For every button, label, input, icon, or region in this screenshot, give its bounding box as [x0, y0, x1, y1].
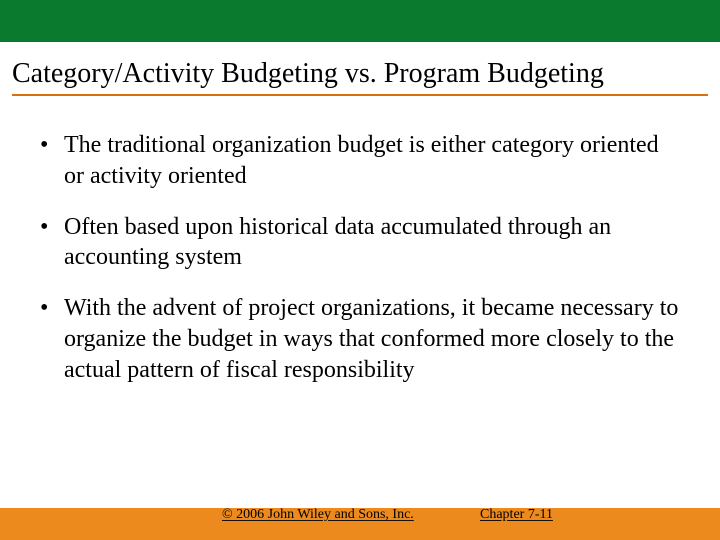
bullet-list: The traditional organization budget is e…	[36, 130, 684, 385]
copyright-text: © 2006 John Wiley and Sons, Inc.	[222, 508, 414, 522]
bullet-item: With the advent of project organizations…	[36, 293, 684, 385]
top-color-bar	[0, 0, 720, 42]
content-area: The traditional organization budget is e…	[0, 102, 720, 508]
bullet-item: The traditional organization budget is e…	[36, 130, 684, 191]
slide-title: Category/Activity Budgeting vs. Program …	[12, 58, 708, 90]
chapter-text: Chapter 7-11	[480, 508, 553, 522]
title-underline	[12, 94, 708, 96]
title-area: Category/Activity Budgeting vs. Program …	[0, 42, 720, 102]
footer-bar: © 2006 John Wiley and Sons, Inc. Chapter…	[0, 508, 720, 540]
bullet-item: Often based upon historical data accumul…	[36, 212, 684, 273]
